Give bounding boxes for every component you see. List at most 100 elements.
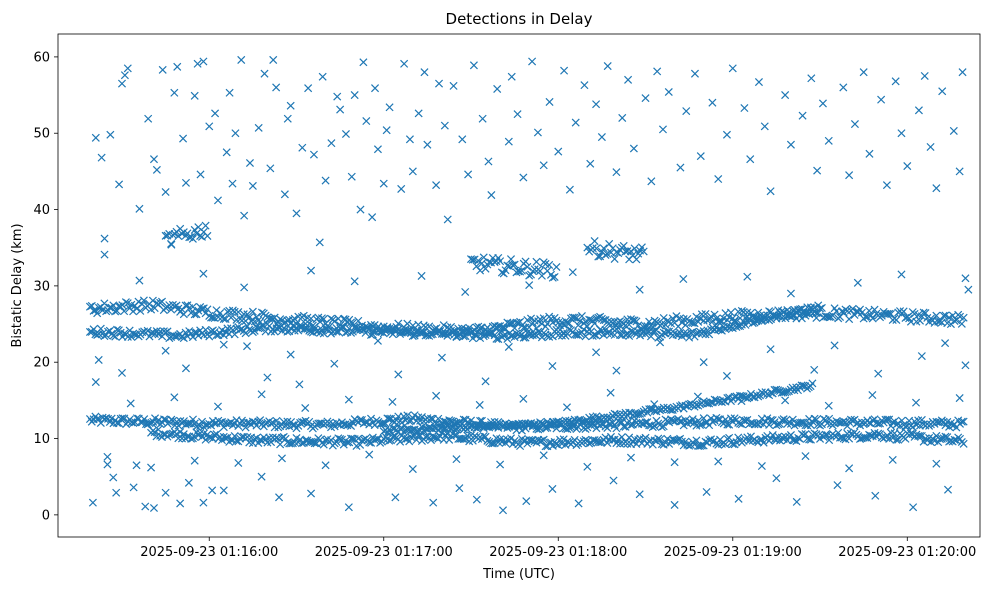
data-point <box>801 452 810 461</box>
data-point <box>632 255 641 264</box>
data-point <box>401 435 410 444</box>
data-point <box>179 430 188 439</box>
data-point <box>716 317 725 326</box>
data-point <box>914 106 923 115</box>
data-point <box>562 403 572 412</box>
data-point <box>766 187 775 196</box>
data-point <box>230 432 239 441</box>
data-point <box>552 262 561 272</box>
data-point <box>344 503 353 512</box>
data-point <box>176 427 185 437</box>
data-point <box>545 97 554 106</box>
data-point <box>932 311 941 320</box>
data-point <box>917 352 926 361</box>
data-point <box>507 72 516 81</box>
data-point <box>766 345 775 354</box>
data-point <box>721 440 730 449</box>
data-point <box>192 229 201 238</box>
data-point <box>786 289 795 298</box>
data-point <box>941 432 950 441</box>
data-point <box>385 414 394 423</box>
data-point <box>201 325 210 334</box>
data-point <box>391 493 400 502</box>
data-point <box>560 66 569 75</box>
data-point <box>97 153 106 162</box>
data-point <box>94 355 103 364</box>
data-point <box>917 431 926 440</box>
data-point <box>144 114 153 123</box>
data-point <box>696 152 705 161</box>
data-point <box>459 415 468 424</box>
data-point <box>824 401 833 410</box>
data-point <box>225 88 234 97</box>
data-point <box>920 71 929 81</box>
data-point <box>405 135 414 144</box>
data-point <box>199 57 208 66</box>
data-point <box>196 170 205 179</box>
data-point <box>603 62 612 71</box>
data-point <box>957 319 966 328</box>
data-point <box>765 420 774 429</box>
data-point <box>670 500 679 509</box>
data-point <box>517 419 526 428</box>
data-point <box>123 64 132 73</box>
data-point <box>213 196 222 205</box>
data-point <box>517 266 526 275</box>
data-point <box>550 272 559 282</box>
data-point <box>545 260 554 269</box>
data-point <box>722 130 731 139</box>
data-point <box>127 418 136 427</box>
data-point <box>548 362 557 371</box>
data-point <box>493 84 502 93</box>
data-point <box>533 128 542 137</box>
data-point <box>552 424 561 433</box>
data-point <box>437 353 446 362</box>
data-point <box>521 323 530 332</box>
data-point <box>394 319 403 328</box>
data-point <box>938 87 947 96</box>
data-point <box>93 309 102 318</box>
data-point <box>432 181 441 190</box>
data-point <box>891 77 900 86</box>
data-point <box>481 377 490 386</box>
data-point <box>635 285 644 294</box>
data-point <box>478 114 487 123</box>
data-point <box>91 133 100 142</box>
data-point <box>266 164 275 173</box>
data-point <box>941 311 950 320</box>
data-point <box>464 170 473 179</box>
data-point <box>461 332 470 341</box>
data-point <box>304 84 313 93</box>
data-point <box>385 324 394 333</box>
data-point <box>915 316 925 325</box>
data-point <box>136 306 145 315</box>
data-point <box>290 314 299 323</box>
data-point <box>135 204 144 213</box>
data-point <box>592 100 601 109</box>
data-point <box>528 57 537 66</box>
data-point <box>939 311 948 320</box>
data-point <box>368 213 377 222</box>
data-point <box>103 452 112 461</box>
data-point <box>445 423 454 432</box>
data-point <box>214 313 223 322</box>
data-point <box>450 327 459 336</box>
data-point <box>743 272 752 281</box>
data-point <box>955 394 964 403</box>
data-point <box>783 387 792 396</box>
data-point <box>379 179 388 188</box>
data-point <box>317 314 326 323</box>
data-point <box>756 311 765 320</box>
data-point <box>109 473 118 482</box>
data-point <box>637 243 646 252</box>
data-point <box>590 416 599 425</box>
data-point <box>498 506 508 515</box>
data-point <box>714 457 723 466</box>
x-tick-label: 2025-09-23 01:17:00 <box>315 545 453 560</box>
data-point <box>599 244 608 253</box>
data-point <box>658 125 667 134</box>
data-point <box>492 334 501 343</box>
data-point <box>286 101 295 110</box>
y-axis: 0 10 20 30 40 50 60 <box>33 50 58 523</box>
data-point <box>100 250 109 259</box>
